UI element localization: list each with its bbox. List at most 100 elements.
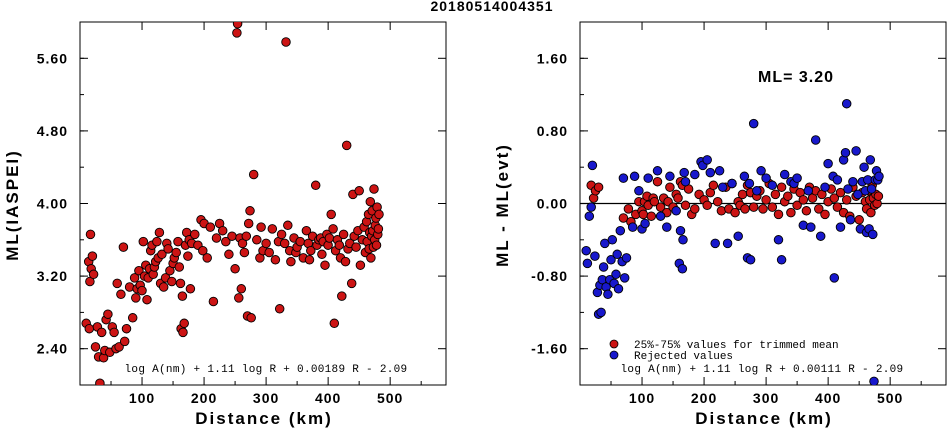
left-data-point bbox=[127, 313, 138, 323]
right-data-point bbox=[621, 253, 632, 263]
right-x-axis-title: Distance (km) bbox=[695, 409, 832, 428]
left-data-point bbox=[205, 222, 216, 232]
left-data-point bbox=[114, 342, 124, 352]
right-data-point bbox=[851, 146, 861, 156]
right-data-point bbox=[678, 235, 688, 245]
right-x-tick-label: 500 bbox=[877, 390, 903, 406]
right-data-point bbox=[581, 245, 591, 256]
right-data-point bbox=[627, 222, 638, 232]
left-data-point bbox=[264, 247, 274, 258]
left-data-point bbox=[252, 235, 262, 245]
right-data-point bbox=[748, 118, 759, 129]
right-data-point bbox=[792, 200, 802, 211]
right-data-point bbox=[722, 238, 733, 249]
left-data-point bbox=[103, 309, 113, 319]
right-data-point bbox=[587, 160, 598, 171]
right-data-point bbox=[618, 213, 629, 223]
right-x-tick-label: 300 bbox=[753, 390, 779, 406]
left-data-point bbox=[129, 273, 140, 283]
right-data-point bbox=[727, 178, 737, 189]
left-data-point bbox=[326, 209, 336, 220]
left-data-point bbox=[174, 262, 185, 272]
left-data-point bbox=[88, 269, 99, 280]
left-data-point bbox=[178, 327, 188, 338]
right-data-point bbox=[866, 207, 876, 218]
left-data-point bbox=[355, 260, 366, 270]
right-data-point bbox=[737, 189, 748, 200]
right-data-point bbox=[840, 147, 851, 158]
right-data-point bbox=[665, 171, 675, 182]
left-data-point bbox=[243, 218, 254, 229]
legend-marker-accepted bbox=[609, 339, 619, 349]
left-data-point bbox=[157, 249, 167, 260]
right-data-point bbox=[710, 238, 720, 249]
right-data-point bbox=[652, 166, 663, 176]
right-data-point bbox=[779, 169, 790, 180]
left-data-point bbox=[177, 291, 188, 301]
left-data-point bbox=[328, 224, 338, 234]
right-data-point bbox=[671, 206, 681, 216]
left-data-point bbox=[234, 293, 244, 303]
right-data-point bbox=[618, 173, 629, 183]
right-data-point bbox=[832, 175, 843, 185]
right-data-point bbox=[680, 176, 691, 187]
left-data-point bbox=[211, 233, 222, 243]
right-data-point bbox=[786, 207, 796, 218]
left-data-point bbox=[324, 233, 335, 243]
right-data-point bbox=[798, 195, 809, 205]
right-data-point bbox=[756, 166, 766, 176]
left-data-point bbox=[283, 220, 293, 231]
right-data-point bbox=[752, 186, 762, 196]
left-data-point bbox=[329, 318, 340, 329]
left-data-point bbox=[173, 236, 183, 247]
left-points bbox=[81, 22, 384, 385]
left-data-point bbox=[241, 231, 252, 241]
left-data-point bbox=[270, 255, 281, 265]
right-data-point bbox=[600, 238, 610, 249]
right-data-point bbox=[680, 200, 691, 211]
left-data-point bbox=[202, 253, 212, 263]
right-plot-area: 100 200 300 400 500 -1.60 -0.80 0.00 0.80 1.60 bbox=[531, 21, 947, 406]
left-data-point bbox=[121, 323, 132, 334]
left-data-point bbox=[232, 22, 243, 29]
left-formula: log A(nm) + 1.11 log R + 0.00189 R - 2.0… bbox=[125, 364, 408, 376]
left-data-point bbox=[85, 229, 96, 240]
left-data-point bbox=[295, 236, 305, 247]
right-data-point bbox=[607, 235, 618, 245]
left-y-tick-label: 4.00 bbox=[37, 196, 68, 212]
right-data-point bbox=[603, 289, 613, 300]
right-data-point bbox=[690, 204, 700, 214]
left-x-tick-label: 300 bbox=[253, 390, 279, 406]
right-data-point bbox=[662, 222, 672, 232]
left-data-point bbox=[279, 238, 290, 249]
left-data-point bbox=[306, 245, 316, 256]
left-y-tick-label: 5.60 bbox=[37, 50, 68, 66]
left-data-point bbox=[131, 293, 141, 303]
right-data-point bbox=[582, 258, 593, 269]
right-chart: ML - ML(evt) Distance (km) 100 200 300 400 5… bbox=[493, 21, 947, 428]
right-data-point bbox=[596, 307, 606, 318]
left-data-point bbox=[96, 327, 107, 338]
right-data-point bbox=[773, 235, 784, 245]
left-data-point bbox=[276, 229, 287, 240]
left-data-point bbox=[237, 238, 248, 249]
left-data-point bbox=[301, 225, 312, 236]
right-data-point bbox=[584, 211, 595, 221]
right-data-point bbox=[655, 211, 666, 221]
right-data-point bbox=[673, 193, 683, 203]
right-data-point bbox=[712, 196, 723, 207]
right-y-tick-label: 0.80 bbox=[537, 123, 568, 139]
left-y-tick-label: 2.40 bbox=[37, 341, 68, 357]
right-data-point bbox=[767, 202, 778, 212]
left-data-point bbox=[334, 240, 345, 250]
right-data-point bbox=[865, 155, 876, 165]
left-data-point bbox=[84, 323, 95, 334]
left-data-point bbox=[227, 231, 237, 241]
right-points bbox=[581, 98, 884, 385]
right-data-point bbox=[649, 196, 660, 207]
right-data-point bbox=[740, 204, 750, 214]
right-data-point bbox=[835, 222, 846, 232]
left-data-point bbox=[261, 238, 271, 249]
right-data-point bbox=[853, 189, 863, 200]
right-data-point bbox=[874, 171, 884, 182]
